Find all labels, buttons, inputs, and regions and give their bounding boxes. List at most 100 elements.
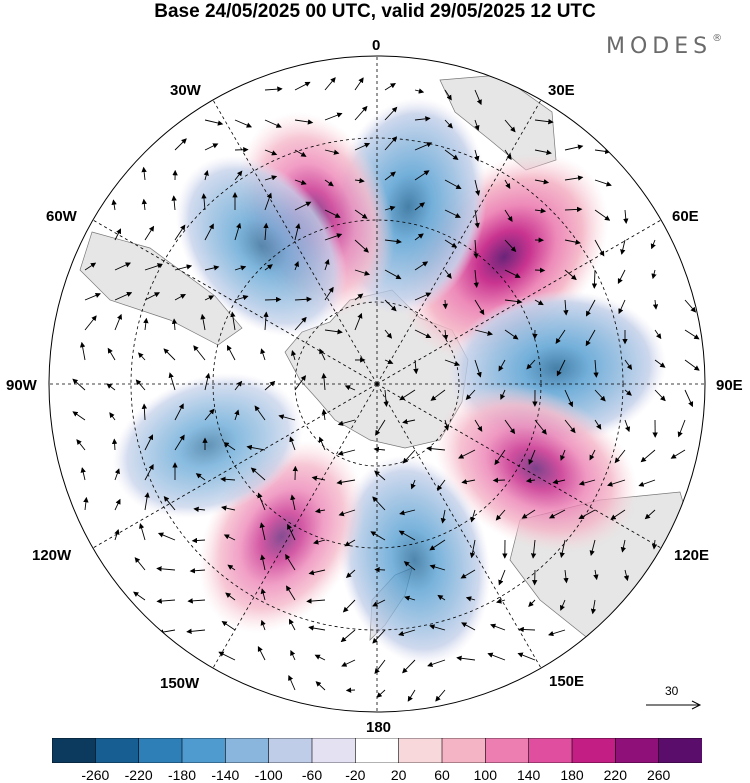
wind-vector — [384, 359, 394, 365]
label-90e: 90E — [716, 377, 743, 394]
wind-vector — [287, 523, 296, 541]
wind-vector — [594, 419, 602, 430]
wind-vector — [443, 419, 450, 431]
wind-vector — [324, 233, 343, 241]
wind-vector — [444, 119, 453, 129]
wind-vector — [398, 530, 416, 541]
wind-vector — [402, 449, 416, 464]
wind-vector — [135, 379, 146, 391]
colorbar-tick-label: -60 — [301, 767, 323, 783]
wind-vector — [218, 651, 236, 661]
colorbar-tick-label: -260 — [81, 767, 110, 783]
colorbar-tick-label: 260 — [646, 767, 671, 783]
colorbar-tick-label: 100 — [473, 767, 498, 783]
wind-vector — [314, 654, 326, 661]
wind-vector — [114, 529, 120, 541]
wind-vector — [504, 419, 516, 435]
colorbar-tick-label: 140 — [516, 767, 541, 783]
wind-vector — [465, 596, 476, 602]
wind-vector — [444, 209, 461, 218]
wind-vector — [384, 299, 397, 312]
wind-vector — [578, 479, 596, 486]
wind-vector — [234, 265, 247, 271]
wind-vector — [294, 149, 307, 157]
wind-vector — [399, 509, 416, 516]
wind-vector — [590, 599, 597, 615]
wind-vector — [684, 389, 694, 408]
label-30e: 30E — [548, 82, 575, 99]
wind-vector — [684, 299, 697, 313]
wind-vector — [84, 292, 101, 301]
wind-vector — [264, 296, 282, 303]
wind-vector — [174, 138, 187, 151]
wind-vector — [563, 569, 569, 584]
map-disk — [49, 56, 705, 712]
label-60w: 60W — [46, 208, 77, 225]
modes-logo: MODES® — [606, 33, 722, 59]
wind-vector — [564, 419, 576, 434]
wind-vector — [294, 81, 311, 91]
wind-vector — [591, 269, 598, 289]
wind-vector — [398, 629, 416, 637]
wind-vector — [138, 523, 146, 541]
meridian-line — [92, 383, 378, 549]
wind-vector — [504, 179, 511, 189]
negative-anomaly — [175, 155, 347, 337]
wind-vector — [246, 444, 266, 451]
wind-vector — [461, 478, 476, 485]
wind-vector — [174, 434, 185, 451]
wind-vector — [264, 86, 283, 92]
wind-vector — [234, 380, 243, 391]
wind-vector — [171, 195, 177, 211]
wind-vector — [534, 299, 544, 306]
wind-vector — [374, 567, 386, 573]
wind-vector — [293, 261, 300, 271]
anomaly-shading — [112, 97, 667, 665]
brand-name: MODES — [606, 34, 713, 59]
wind-vector — [430, 389, 446, 401]
wind-vector — [223, 534, 236, 541]
wind-vector — [227, 564, 236, 571]
wind-vector — [354, 209, 368, 219]
wind-vector — [340, 629, 356, 643]
wind-vector — [313, 539, 326, 545]
wind-vector — [594, 389, 606, 402]
wind-vector — [372, 599, 386, 607]
wind-vector — [414, 142, 433, 151]
wind-vector — [372, 496, 386, 511]
wind-vector — [549, 509, 566, 519]
wind-vector — [384, 136, 398, 151]
wind-vector — [285, 553, 296, 571]
wind-vector — [429, 539, 446, 551]
label-180: 180 — [366, 719, 392, 736]
wind-vector — [490, 623, 506, 631]
wind-vector — [560, 449, 566, 461]
wind-vector — [614, 449, 626, 464]
wind-vector — [444, 359, 461, 367]
wind-vector — [414, 292, 432, 301]
wind-vector — [204, 265, 220, 271]
lat-circle-75s — [294, 301, 460, 467]
wind-vector — [548, 629, 566, 637]
wind-vector — [684, 359, 700, 371]
colorbar-swatch — [95, 738, 140, 763]
wind-vector — [114, 228, 122, 241]
wind-vector — [444, 269, 452, 279]
wind-vector — [534, 419, 547, 435]
wind-vector — [107, 347, 116, 361]
wind-vector — [225, 592, 236, 601]
wind-vector — [654, 359, 666, 368]
wind-vector — [534, 208, 547, 214]
wind-vector — [534, 118, 554, 125]
wind-vector — [429, 564, 446, 571]
wind-vector — [342, 599, 356, 613]
wind-vector — [144, 434, 154, 451]
wind-vector — [254, 405, 266, 421]
wind-vector — [384, 238, 402, 245]
wind-vector — [504, 119, 516, 133]
wind-vector — [530, 539, 537, 559]
meridian-line — [376, 383, 542, 669]
wind-vector — [589, 539, 596, 556]
meridian-line — [376, 99, 542, 385]
